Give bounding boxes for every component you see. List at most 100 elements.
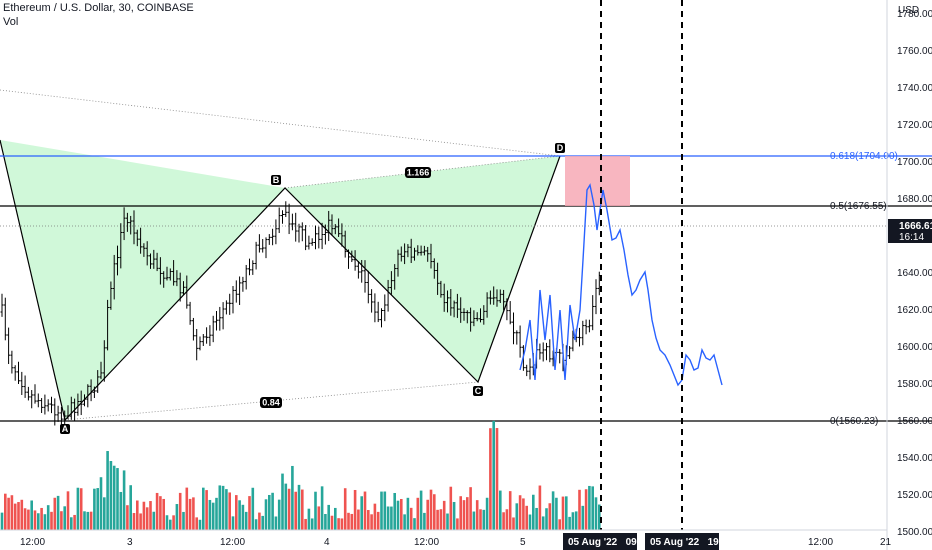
ohlc-bar <box>462 308 466 321</box>
ohlc-bar <box>109 281 113 310</box>
currency-label: USD <box>898 5 919 16</box>
ohlc-bar <box>472 310 476 327</box>
ohlc-bar <box>218 306 222 331</box>
ohlc-bar <box>587 319 591 333</box>
volume-indicator-label[interactable]: Vol <box>3 16 19 28</box>
volume-bar <box>218 485 222 530</box>
volume-bar <box>373 503 377 530</box>
volume-bar <box>248 496 251 530</box>
ohlc-bar <box>162 271 166 288</box>
volume-bar <box>584 489 588 530</box>
svg-text:1666.61: 1666.61 <box>899 221 932 232</box>
volume-bar <box>426 499 429 530</box>
volume-bar <box>281 473 284 530</box>
xab-triangle <box>0 140 285 420</box>
symbol-title[interactable]: Ethereum / U.S. Dollar, 30, COINBASE <box>3 2 194 14</box>
ohlc-bar <box>46 399 50 412</box>
ohlc-bar <box>248 258 251 276</box>
ohlc-bar <box>221 302 225 330</box>
price-tick-label: 1600.00 <box>897 342 932 353</box>
ohlc-bar <box>317 226 321 249</box>
volume-bar <box>126 505 129 530</box>
volume-bar <box>472 511 476 530</box>
volume-bar <box>479 509 482 530</box>
ohlc-bar <box>257 234 261 253</box>
volume-bar <box>109 460 113 530</box>
volume-bar <box>175 504 179 530</box>
volume-bar <box>360 496 363 530</box>
ohlc-bar <box>455 293 459 318</box>
ohlc-bar <box>122 207 126 241</box>
ohlc-bar <box>198 336 202 351</box>
time-axis[interactable]: 12:00 3 12:00 4 12:00 5 12:00 21 <box>20 537 892 548</box>
volume-bar <box>142 501 146 530</box>
volume-bar <box>571 512 575 530</box>
ohlc-bar <box>205 327 209 344</box>
price-axis[interactable]: 1780.00 1760.00 1740.00 1720.00 1700.00 1680.… <box>897 9 932 538</box>
ohlc-bar <box>436 262 440 295</box>
volume-bar <box>13 503 17 530</box>
volume-bar <box>380 491 383 530</box>
volume-bar <box>53 497 57 530</box>
volume-bar <box>340 518 344 530</box>
ohlc-bar <box>244 264 248 290</box>
volume-bar <box>347 512 350 530</box>
ohlc-bar <box>373 293 377 323</box>
volume-bar <box>172 515 175 530</box>
ohlc-bar <box>53 398 57 426</box>
time-label: 4 <box>324 537 330 548</box>
ohlc-bar <box>215 311 218 331</box>
ohlc-bar <box>426 246 430 262</box>
ohlc-bar <box>347 249 350 269</box>
ohlc-bar <box>356 261 360 279</box>
price-tick-label: 1520.00 <box>897 490 932 501</box>
ohlc-bar <box>396 249 400 277</box>
volume-bar <box>76 487 80 530</box>
ohlc-bar <box>125 212 129 232</box>
price-tick-label: 1740.00 <box>897 83 932 94</box>
ohlc-bar <box>76 393 80 416</box>
ohlc-bar <box>165 266 169 281</box>
ohlc-bar <box>578 327 581 347</box>
volume-bar <box>277 499 281 530</box>
volume-bar <box>334 507 337 530</box>
ohlc-bar <box>191 317 195 341</box>
ohlc-bar <box>73 398 77 421</box>
ohlc-bar <box>50 396 53 414</box>
volume-bar <box>588 485 591 530</box>
ohlc-bar <box>56 405 60 422</box>
volume-bar <box>119 491 123 530</box>
ohlc-bar <box>409 238 413 264</box>
volume-bar <box>93 488 96 530</box>
volume-bar <box>330 515 334 530</box>
volume-bar <box>409 507 413 530</box>
volume-bar <box>215 497 218 530</box>
ohlc-bar <box>403 243 407 265</box>
ohlc-bar <box>479 308 482 323</box>
volume-bar <box>469 487 472 530</box>
ohlc-bar <box>545 342 548 361</box>
ohlc-bar <box>294 212 298 242</box>
ohlc-bar <box>310 238 314 246</box>
ohlc-bar <box>320 222 324 250</box>
volume-bar <box>337 518 340 530</box>
ohlc-bar <box>238 276 242 305</box>
bcd-triangle <box>285 156 560 382</box>
volume-bar <box>261 515 264 530</box>
time-label: 5 <box>520 537 526 548</box>
ohlc-bar <box>568 346 572 359</box>
price-tick-label: 1620.00 <box>897 305 932 316</box>
ohlc-bar <box>495 289 499 307</box>
volume-bar <box>274 516 278 530</box>
ohlc-bar <box>26 386 30 401</box>
point-d-label: D <box>555 143 565 153</box>
ohlc-bar <box>446 290 449 313</box>
volume-bar <box>33 510 37 530</box>
time-badge-2: 05 Aug '22 19:30 <box>645 533 734 550</box>
volume-bar <box>594 497 598 530</box>
ohlc-bar <box>314 225 317 250</box>
volume-bar <box>439 509 443 530</box>
volume-bar <box>350 513 354 530</box>
volume-bar <box>208 499 212 530</box>
